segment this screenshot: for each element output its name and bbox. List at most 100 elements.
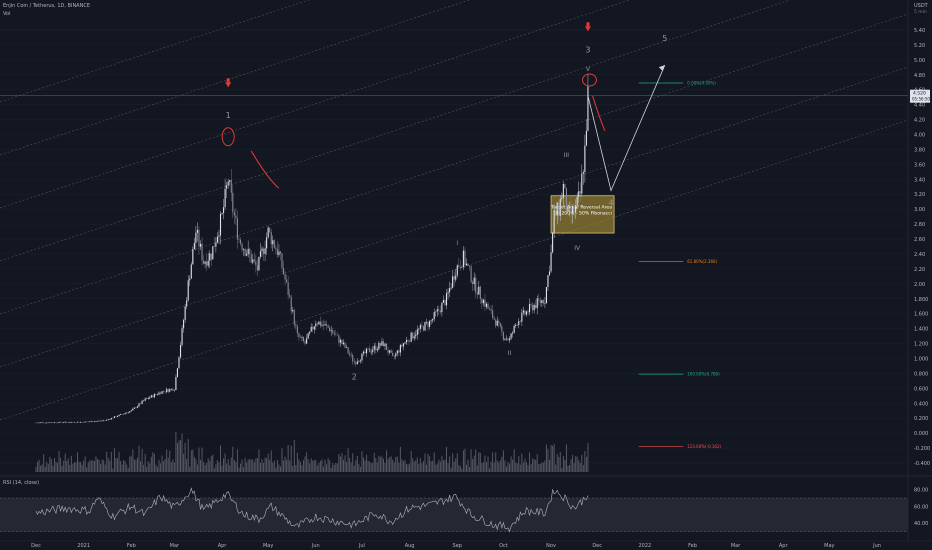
- volume-bar: [253, 462, 255, 472]
- candle-body: [485, 303, 488, 307]
- x-tick-label: Mar: [731, 543, 741, 549]
- candle-body: [319, 321, 321, 326]
- candle-body: [542, 300, 544, 304]
- candle-body: [327, 325, 329, 328]
- candle-body: [281, 253, 283, 268]
- volume-bar: [470, 449, 472, 472]
- volume-bar: [530, 463, 532, 472]
- peak-circle: [581, 73, 597, 87]
- candle-body: [541, 300, 543, 303]
- candle-body: [295, 324, 297, 327]
- volume-bar: [98, 459, 100, 472]
- candle-body: [401, 344, 403, 347]
- volume-bar: [164, 458, 166, 472]
- candle-body: [385, 343, 388, 350]
- candle-body: [564, 184, 566, 189]
- candle-body: [570, 206, 572, 214]
- candle-body: [565, 188, 567, 212]
- rsi-tick-label: 60.00: [914, 504, 928, 510]
- y-tick-label: 0.400: [914, 401, 928, 407]
- volume-bar: [84, 456, 86, 472]
- volume-bar: [53, 457, 55, 472]
- candlestick-series: [35, 73, 589, 424]
- volume-bar: [349, 457, 351, 472]
- candle-body: [93, 421, 95, 423]
- volume-bar: [192, 449, 194, 472]
- candle-body: [269, 227, 271, 232]
- volume-bar: [229, 465, 231, 472]
- target-box-subtitle: 38.200% - 50% Fibonacci: [554, 211, 612, 217]
- candle-body: [396, 350, 398, 354]
- candle-body: [149, 397, 151, 399]
- candle-body: [253, 259, 255, 261]
- candle-body: [198, 229, 200, 247]
- volume-bar: [386, 450, 388, 472]
- volume-bar: [312, 460, 314, 472]
- y-tick-label: 5.00: [914, 58, 925, 64]
- y-tick-label: 0.800: [914, 371, 928, 377]
- volume-bar: [100, 464, 102, 472]
- candle-body: [61, 422, 63, 423]
- candle-body: [179, 344, 182, 358]
- volume-bar: [416, 457, 418, 472]
- volume-bar: [50, 459, 52, 472]
- candle-body: [505, 338, 508, 340]
- volume-bar: [504, 460, 506, 472]
- volume-bar: [286, 459, 288, 472]
- candle-body: [144, 398, 146, 401]
- candle-body: [226, 185, 228, 189]
- volume-bar: [539, 463, 541, 472]
- volume-bar: [190, 450, 192, 472]
- volume-bar: [446, 446, 448, 472]
- candle-body: [425, 322, 428, 323]
- volume-bar: [135, 459, 137, 472]
- volume-bar: [156, 467, 158, 472]
- candle-body: [201, 243, 203, 261]
- volume-bar: [196, 464, 198, 472]
- x-tick-label: Feb: [127, 543, 136, 549]
- volume-bar: [41, 464, 43, 472]
- volume-bar: [126, 464, 128, 472]
- volume-bar: [110, 451, 112, 472]
- candle-body: [465, 263, 468, 266]
- volume-bar: [236, 449, 238, 472]
- volume-bar: [323, 466, 325, 472]
- candle-body: [69, 422, 71, 423]
- candle-body: [124, 413, 126, 414]
- candle-body: [559, 199, 561, 216]
- volume-bar: [299, 461, 301, 472]
- candle-body: [508, 338, 511, 341]
- fibonacci-levels: 0.00%(4.69%) 61.80%(2.366) 100.00%(0.789) 1…: [638, 81, 722, 449]
- volume-bar: [321, 459, 323, 472]
- x-tick-label: 2021: [77, 543, 90, 549]
- volume-bar: [432, 460, 434, 472]
- channel-line: [0, 0, 791, 262]
- candle-body: [147, 398, 149, 400]
- candle-body: [438, 309, 440, 311]
- volume-bar: [346, 461, 348, 472]
- volume-bar: [572, 454, 574, 472]
- candle-body: [572, 206, 574, 214]
- volume-bar: [458, 465, 460, 472]
- volume-bar: [66, 460, 68, 472]
- volume-bar: [207, 458, 209, 472]
- volume-bar: [453, 461, 455, 472]
- volume-bar: [476, 465, 478, 472]
- volume-bar: [324, 459, 326, 472]
- volume-bar: [307, 459, 309, 472]
- rsi-label: RSI (14, close): [3, 480, 40, 486]
- candle-body: [284, 274, 286, 280]
- candle-body: [152, 395, 154, 398]
- volume-bar: [118, 452, 120, 472]
- candle-body: [432, 319, 434, 321]
- candle-body: [332, 330, 334, 334]
- candle-body: [129, 411, 131, 413]
- volume-bar: [295, 465, 297, 472]
- volume-bar: [303, 459, 305, 472]
- volume-bar: [501, 456, 503, 472]
- y-tick-label: 4.40: [914, 103, 925, 109]
- volume-bar: [318, 462, 320, 472]
- volume-bar: [541, 462, 543, 472]
